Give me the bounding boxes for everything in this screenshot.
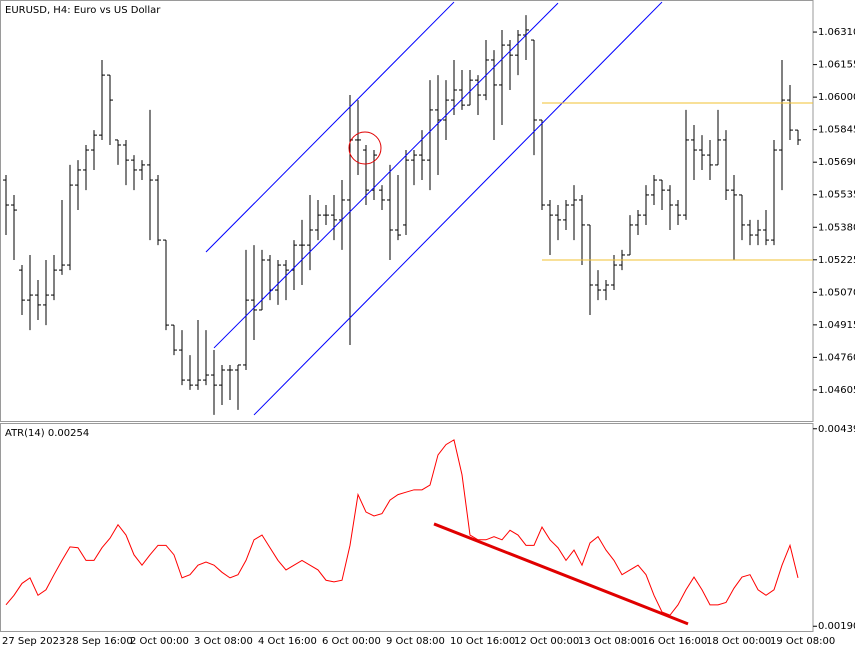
x-tick-label: 18 Oct 00:00 — [706, 636, 771, 647]
y-tick-label: 1.05070 — [818, 287, 855, 298]
y-tick-label: 1.04760 — [818, 352, 855, 363]
y-tick-label: 1.06000 — [818, 92, 855, 103]
y-tick-label: 0.00439 — [818, 424, 855, 435]
y-tick-label: 1.04915 — [818, 320, 855, 331]
trend-line — [213, 2, 559, 349]
x-tick-label: 13 Oct 08:00 — [578, 636, 643, 647]
y-tick-label: 1.05380 — [818, 222, 855, 233]
x-tick-label: 9 Oct 08:00 — [386, 636, 445, 647]
trend-line — [253, 1, 663, 416]
y-tick-label: 1.06155 — [818, 60, 855, 71]
x-tick-label: 16 Oct 16:00 — [642, 636, 707, 647]
x-tick-label: 3 Oct 08:00 — [194, 636, 253, 647]
y-tick-label: 1.04605 — [818, 385, 855, 396]
x-tick-label: 2 Oct 00:00 — [130, 636, 189, 647]
y-tick-label: 1.06310 — [818, 27, 855, 38]
x-tick-label: 27 Sep 2023 — [2, 636, 65, 647]
indicator-title: ATR(14) 0.00254 — [5, 428, 89, 439]
atr-line — [5, 439, 799, 616]
x-tick-label: 4 Oct 16:00 — [258, 636, 317, 647]
x-tick-label: 19 Oct 08:00 — [770, 636, 835, 647]
y-tick-label: 0.00190 — [818, 621, 855, 632]
axes: 1.06310 1.06155 1.06000 1.05845 1.05690 1.055… — [2, 27, 855, 647]
atr-plot — [5, 439, 799, 626]
y-tick-label: 1.05690 — [818, 157, 855, 168]
chart-title: EURUSD, H4: Euro vs US Dollar — [5, 5, 161, 16]
y-tick-label: 1.05225 — [818, 255, 855, 266]
highlight-circle — [348, 131, 382, 165]
x-tick-label: 6 Oct 00:00 — [322, 636, 381, 647]
trend-line — [433, 522, 689, 626]
x-tick-label: 12 Oct 00:00 — [514, 636, 579, 647]
trend-line — [205, 1, 455, 253]
x-tick-label: 28 Sep 16:00 — [66, 636, 133, 647]
atr-panel — [0, 423, 814, 632]
y-tick-label: 1.05845 — [818, 125, 855, 136]
price-plot — [3, 1, 813, 416]
x-tick-label: 10 Oct 16:00 — [450, 636, 515, 647]
price-panel — [0, 0, 814, 422]
y-tick-label: 1.05535 — [818, 190, 855, 201]
